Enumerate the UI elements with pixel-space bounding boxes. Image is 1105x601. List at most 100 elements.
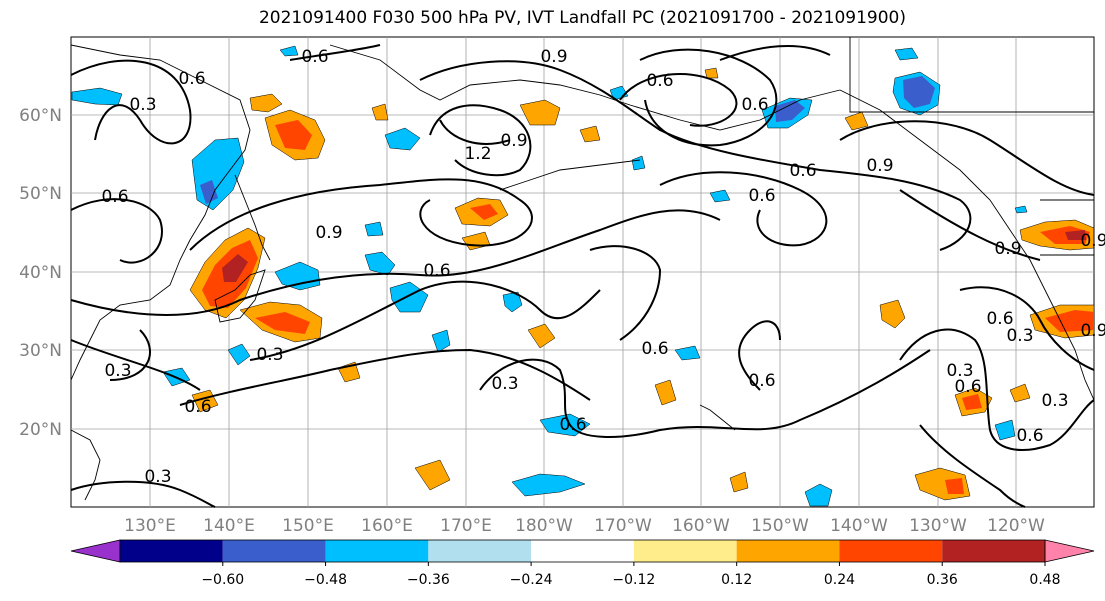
neg-patch <box>511 473 586 497</box>
lat-tick-label: 50°N <box>19 184 62 204</box>
contour-label: 0.6 <box>646 71 673 91</box>
pos-patch <box>654 379 677 406</box>
neg-patch <box>709 189 731 203</box>
colorbar-segment <box>839 540 943 562</box>
pos-patch <box>527 323 556 349</box>
longitude-labels: 130°E 140°E 150°E 160°E 170°E 180°W 170°W 160°W… <box>124 516 1045 536</box>
contour-label: 0.6 <box>641 339 668 359</box>
contour-label: 0.6 <box>423 261 450 281</box>
contour-line <box>419 60 972 251</box>
pos-patch <box>844 111 869 131</box>
neg-patch <box>227 343 251 366</box>
pos-patch <box>519 99 561 126</box>
colorbar <box>70 539 1095 563</box>
pos-core <box>945 478 964 494</box>
alaska-coast <box>329 44 841 131</box>
lon-tick-label: 180°W <box>515 516 573 536</box>
lon-tick-label: 170°W <box>594 516 652 536</box>
colorbar-tick-label: 0.48 <box>1029 572 1060 588</box>
colorbar-tick-label: 0.36 <box>927 572 958 588</box>
contour-label: 0.3 <box>946 361 973 381</box>
contour-line <box>738 320 781 391</box>
pos-patch <box>371 103 389 121</box>
lon-tick-label: 170°E <box>440 516 492 536</box>
contour-label: 0.6 <box>748 371 775 391</box>
contour-label: 0.9 <box>540 47 567 67</box>
latitude-labels: 60°N 50°N 40°N 30°N 20°N <box>19 106 62 440</box>
lon-tick-label: 140°E <box>203 516 255 536</box>
colorbar-tick-label: 0.24 <box>824 572 855 588</box>
contour-line <box>179 348 591 406</box>
contour-label: 0.6 <box>301 47 328 67</box>
lon-tick-label: 150°E <box>282 516 334 536</box>
pv-contours <box>70 44 1095 508</box>
contour-label: 0.3 <box>256 345 283 365</box>
pos-peak <box>1065 230 1086 240</box>
neg-patch <box>804 483 833 507</box>
neg-core <box>200 180 218 204</box>
contour-label: 0.3 <box>144 467 171 487</box>
neg-patch <box>894 47 919 61</box>
contour-label: 0.3 <box>491 374 518 394</box>
contour-label: 0.6 <box>954 377 981 397</box>
aleutian-chain <box>499 159 641 191</box>
colorbar-tick-labels: −0.60 −0.48 −0.36 −0.24 −0.12 0.12 0.24 0.36 0.4… <box>201 562 1061 588</box>
hawaii <box>699 404 736 431</box>
contour-label: 0.9 <box>866 156 893 176</box>
colorbar-extend-max <box>1044 539 1095 563</box>
pos-patch <box>414 459 451 491</box>
colorbar-segment <box>942 540 1045 562</box>
kamchatka-coast <box>234 174 271 261</box>
colorbar-tick-label: −0.24 <box>510 572 553 588</box>
contour-label: 0.6 <box>741 95 768 115</box>
pos-core <box>470 204 498 220</box>
contour-label: 0.9 <box>994 239 1021 259</box>
contour-label: 0.6 <box>789 161 816 181</box>
contour-line <box>589 245 662 341</box>
neg-patch <box>364 251 396 276</box>
contour-label: 0.9 <box>1080 231 1105 251</box>
contour-line <box>659 171 828 247</box>
neg-patch <box>389 281 429 313</box>
neg-patch <box>1014 205 1028 214</box>
pos-core <box>255 312 310 334</box>
asia-coast <box>70 44 251 381</box>
contour-line <box>70 59 192 145</box>
contour-line <box>109 329 151 381</box>
neg-patch <box>274 261 321 291</box>
pos-peak <box>222 254 248 282</box>
lon-tick-label: 130°E <box>124 516 176 536</box>
pos-patch <box>729 471 749 493</box>
lon-tick-label: 150°W <box>751 516 809 536</box>
colorbar-tick-label: −0.36 <box>407 572 450 588</box>
colorbar-tick-label: −0.12 <box>612 572 655 588</box>
contour-label: 0.6 <box>101 187 128 207</box>
contour-label: 0.9 <box>500 131 527 151</box>
colorbar-tick-label: −0.60 <box>201 572 244 588</box>
contour-line <box>70 209 721 316</box>
contour-label: 0.3 <box>104 361 131 381</box>
colorbar-tick-label: 0.12 <box>721 572 752 588</box>
pos-patch <box>704 67 719 79</box>
neg-patch <box>279 45 299 57</box>
contour-line <box>839 120 1095 196</box>
contour-label: 0.9 <box>315 223 342 243</box>
map-title: 2021091400 F030 500 hPa PV, IVT Landfall… <box>258 8 906 28</box>
contour-line <box>289 44 381 61</box>
colorbar-tick-label: −0.48 <box>304 572 347 588</box>
lat-tick-label: 20°N <box>19 420 62 440</box>
inset-box <box>849 37 1094 113</box>
contour-label: 0.6 <box>559 415 586 435</box>
contour-line <box>719 45 831 61</box>
contour-line <box>70 339 201 391</box>
lat-tick-label: 40°N <box>19 263 62 283</box>
lon-tick-label: 160°W <box>672 516 730 536</box>
contour-line <box>70 480 216 508</box>
contour-line <box>249 280 601 361</box>
contour-line <box>619 73 738 127</box>
neg-patch <box>994 419 1016 441</box>
philippines <box>70 429 101 501</box>
neg-patch <box>364 221 384 237</box>
pos-patch <box>249 93 283 113</box>
